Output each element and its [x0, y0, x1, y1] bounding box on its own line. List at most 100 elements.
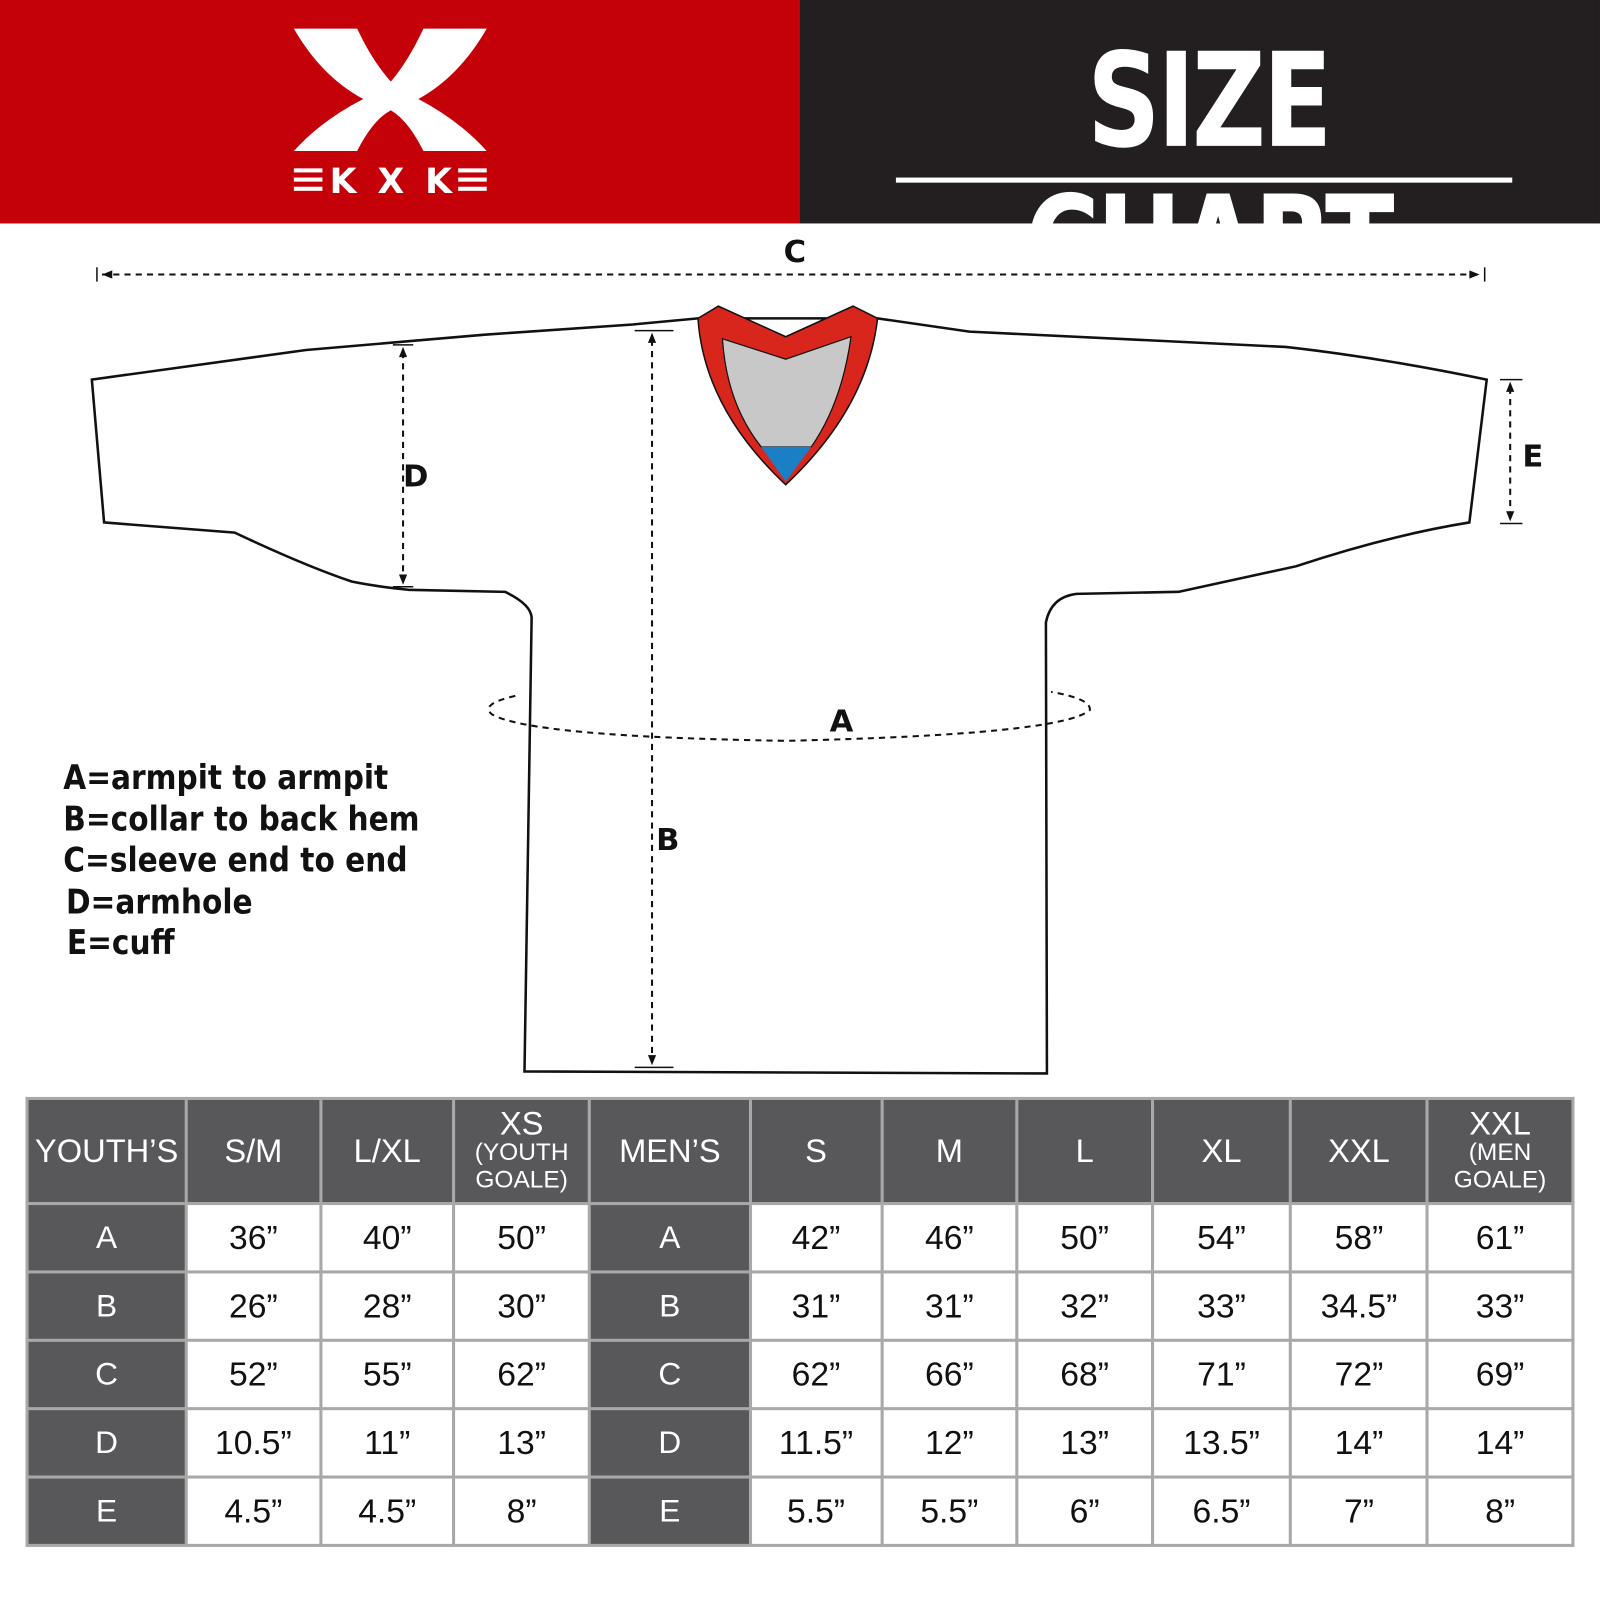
table-cell: 62” — [748, 1338, 884, 1411]
title-underline — [895, 177, 1513, 183]
dim-a-ellipse — [487, 690, 1091, 742]
logo-wordmark: KXK — [330, 162, 454, 202]
table-cell: 12” — [880, 1407, 1019, 1479]
row-label: B — [587, 1270, 752, 1342]
table-cell: 5.5” — [880, 1475, 1019, 1547]
table-cell: 40” — [319, 1202, 456, 1274]
header-brand-panel: KXK — [0, 0, 800, 224]
table-cell: 13.5” — [1150, 1407, 1293, 1479]
table-cell: 71” — [1150, 1338, 1293, 1411]
table-cell: 36” — [184, 1202, 323, 1274]
table-cell: 66” — [880, 1338, 1019, 1411]
size-header: XXL — [1289, 1096, 1429, 1206]
measurement-legend: A=armpit to armpit B=collar to back hem … — [63, 757, 419, 964]
table-cell: 54” — [1150, 1202, 1293, 1274]
size-header: XL — [1150, 1096, 1293, 1206]
table-cell: 42” — [748, 1202, 884, 1274]
header-label: M — [935, 1132, 963, 1170]
size-header: XS (YOUTH GOALE) — [452, 1096, 591, 1206]
table-row: A 36” 40” 50” A 42” 46” 50” 54” 58” 61” — [25, 1202, 1575, 1274]
table-cell: 58” — [1289, 1202, 1429, 1274]
size-header: XXL (MEN GOALE) — [1425, 1096, 1575, 1206]
header-sublabel: (MEN GOALE) — [1453, 1138, 1547, 1194]
legend-item: C=sleeve end to end — [63, 839, 408, 880]
table-cell: 55” — [319, 1338, 456, 1411]
legend-item: E=cuff — [66, 922, 175, 963]
table-cell: 4.5” — [319, 1475, 456, 1547]
header-label: MEN’S — [619, 1132, 721, 1170]
header-label: XXL — [1328, 1132, 1390, 1170]
table-cell: 32” — [1015, 1270, 1154, 1342]
header-label: YOUTH’S — [34, 1132, 179, 1170]
dim-d-label: D — [403, 459, 429, 495]
jersey-diagram — [90, 267, 1523, 1075]
legend-item: D=armhole — [65, 881, 253, 921]
table-cell: 46” — [880, 1202, 1019, 1274]
row-label: B — [25, 1270, 188, 1342]
table-cell: 28” — [319, 1270, 456, 1342]
table-cell: 50” — [452, 1202, 591, 1274]
table-cell: 13” — [1015, 1407, 1154, 1479]
table-cell: 14” — [1289, 1407, 1429, 1479]
table-cell: 8” — [452, 1475, 591, 1547]
table-cell: 68” — [1015, 1338, 1154, 1411]
header-sublabel: (YOUTH GOALE) — [474, 1138, 569, 1194]
table-cell: 50” — [1015, 1202, 1154, 1274]
table-row: E 4.5” 4.5” 8” E 5.5” 5.5” 6” 6.5” 7” 8” — [25, 1475, 1575, 1547]
header-label: XL — [1201, 1132, 1242, 1170]
collar-tip — [761, 446, 812, 482]
header-label: L — [1075, 1132, 1094, 1170]
table-cell: 10.5” — [184, 1407, 323, 1479]
legend-item: B=collar to back hem — [63, 798, 420, 839]
header-label: S — [805, 1132, 827, 1170]
table-cell: 6” — [1015, 1475, 1154, 1547]
row-label: D — [25, 1407, 188, 1479]
dim-b-label: B — [656, 822, 680, 859]
collar-inner — [721, 335, 852, 448]
kxk-logo: KXK — [293, 28, 487, 202]
table-header-row: YOUTH’S S/M L/XL XS (YOUTH GOALE) MEN’S S M L XL X… — [25, 1096, 1575, 1206]
men-header: MEN’S — [587, 1096, 752, 1206]
table-cell: 26” — [184, 1270, 323, 1342]
table-cell: 72” — [1289, 1338, 1429, 1411]
jersey-outline — [90, 317, 1489, 1075]
row-label: D — [587, 1407, 752, 1479]
table-row: C 52” 55” 62” C 62” 66” 68” 71” 72” 69” — [25, 1338, 1575, 1411]
table-cell: 8” — [1425, 1475, 1575, 1547]
table-cell: 52” — [184, 1338, 323, 1411]
table-cell: 14” — [1425, 1407, 1575, 1479]
size-header: L — [1015, 1096, 1154, 1206]
table-cell: 5.5” — [748, 1475, 884, 1547]
page-title: SIZE CHART — [1024, 25, 1395, 321]
header-title-panel — [799, 0, 1600, 224]
table-cell: 34.5” — [1289, 1270, 1429, 1342]
table-cell: 31” — [748, 1270, 884, 1342]
table-cell: 62” — [452, 1338, 591, 1411]
table-cell: 33” — [1425, 1270, 1575, 1342]
table-cell: 11” — [319, 1407, 456, 1479]
youth-header: YOUTH’S — [25, 1096, 188, 1206]
table-row: D 10.5” 11” 13” D 11.5” 12” 13” 13.5” 14” 14” — [25, 1407, 1575, 1479]
dim-e-label: E — [1522, 438, 1544, 475]
row-label: E — [25, 1475, 188, 1547]
table-cell: 4.5” — [184, 1475, 323, 1547]
dim-a-label: A — [829, 704, 854, 740]
header-label: S/M — [224, 1132, 283, 1170]
size-header: L/XL — [319, 1096, 456, 1206]
row-label: E — [587, 1475, 752, 1547]
dim-c-label: C — [783, 234, 807, 271]
header-label: XS — [499, 1105, 544, 1142]
table-cell: 61” — [1425, 1202, 1575, 1274]
table-cell: 13” — [452, 1407, 591, 1479]
table-cell: 6.5” — [1150, 1475, 1293, 1547]
row-label: C — [25, 1338, 188, 1411]
table-cell: 31” — [880, 1270, 1019, 1342]
row-label: C — [587, 1338, 752, 1411]
table-cell: 7” — [1289, 1475, 1429, 1547]
header-label: XXL — [1469, 1105, 1531, 1142]
size-header: M — [880, 1096, 1019, 1206]
table-cell: 30” — [452, 1270, 591, 1342]
table-row: B 26” 28” 30” B 31” 31” 32” 33” 34.5” 33” — [25, 1270, 1575, 1342]
size-header: S — [748, 1096, 884, 1206]
